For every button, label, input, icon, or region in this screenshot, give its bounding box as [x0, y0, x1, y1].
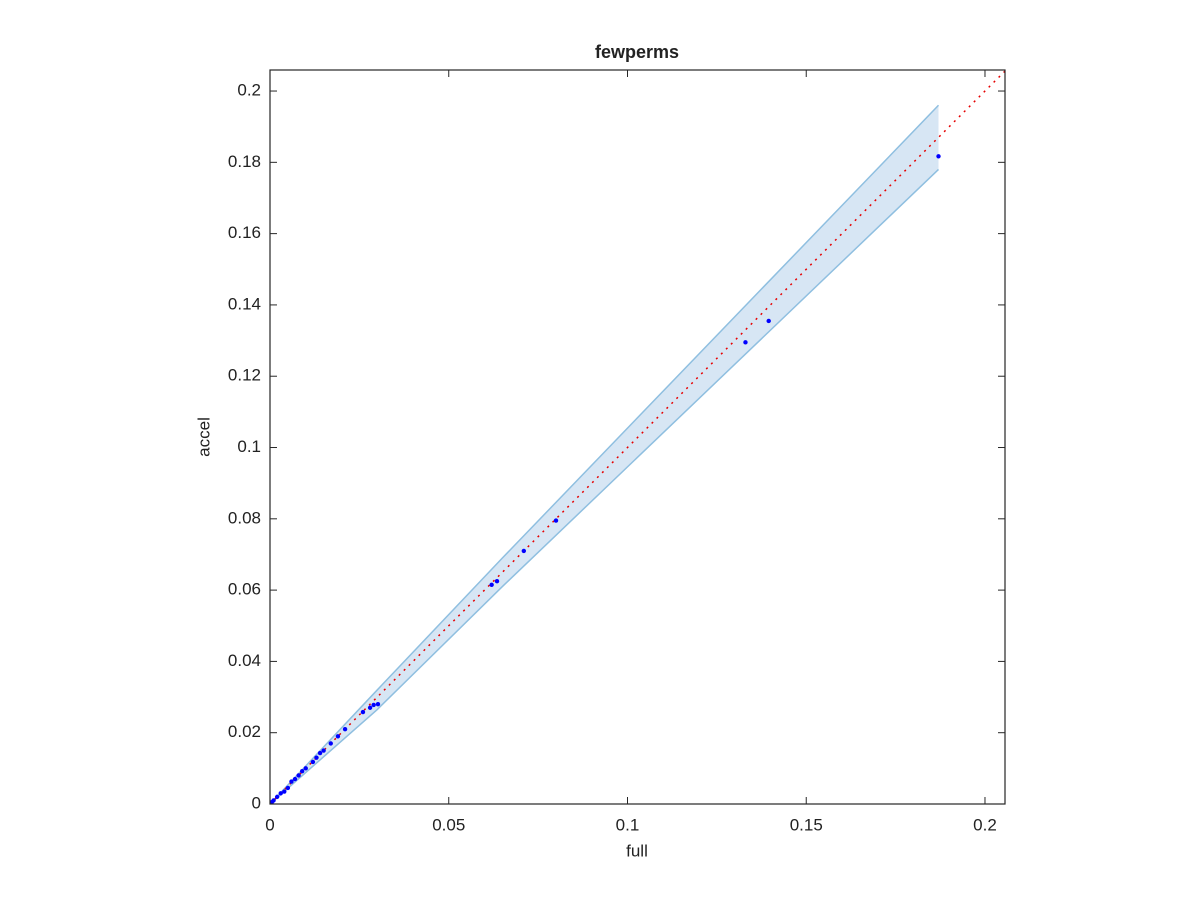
data-point	[360, 709, 366, 715]
y-tick-label: 0.12	[228, 366, 261, 385]
y-axis-label: accel	[194, 417, 213, 457]
data-point	[285, 785, 291, 791]
reference-line	[269, 70, 1006, 805]
data-point	[553, 518, 559, 523]
y-tick-label: 0.14	[228, 294, 261, 313]
data-point	[299, 769, 305, 774]
data-point	[936, 154, 941, 159]
y-tick-label: 0.1	[237, 437, 261, 456]
data-point	[303, 766, 308, 771]
x-tick-label: 0.1	[616, 815, 640, 834]
y-tick-label: 0.16	[228, 223, 261, 242]
band-edge	[269, 104, 940, 805]
data-point	[310, 759, 316, 765]
data-point	[321, 748, 326, 753]
band-edge	[269, 168, 940, 805]
data-point	[489, 582, 494, 587]
y-tick-label: 0.18	[228, 152, 261, 171]
data-point	[269, 800, 274, 805]
data-point	[371, 702, 376, 708]
y-tick-label: 0.2	[237, 81, 261, 100]
x-tick-label: 0	[265, 815, 274, 834]
x-tick-label: 0.05	[432, 815, 465, 834]
data-point	[494, 578, 500, 584]
data-point	[278, 791, 283, 796]
x-tick-label: 0.2	[973, 815, 997, 834]
data-point	[328, 741, 333, 746]
y-tick-label: 0.08	[228, 508, 261, 527]
data-point	[335, 734, 341, 739]
data-point	[282, 789, 287, 794]
y-tick-label: 0.04	[228, 651, 261, 670]
data-point	[317, 750, 323, 756]
x-axis-label: full	[626, 841, 648, 860]
data-point	[314, 755, 319, 760]
data-point	[521, 548, 527, 554]
data-point	[342, 726, 348, 732]
y-tick-label: 0.02	[228, 722, 261, 741]
chart-title: fewperms	[595, 42, 679, 62]
axes-box	[269, 69, 1006, 805]
data-point	[766, 318, 771, 324]
data-point	[292, 776, 298, 782]
data-point	[743, 340, 748, 345]
data-point	[367, 705, 373, 710]
data-point	[289, 779, 294, 784]
data-point	[274, 794, 280, 800]
y-tick-label: 0	[252, 793, 261, 812]
y-tick-label: 0.06	[228, 580, 261, 599]
data-point	[375, 701, 381, 707]
confidence-band	[270, 105, 939, 805]
x-tick-label: 0.15	[790, 815, 823, 834]
data-point	[296, 773, 301, 778]
